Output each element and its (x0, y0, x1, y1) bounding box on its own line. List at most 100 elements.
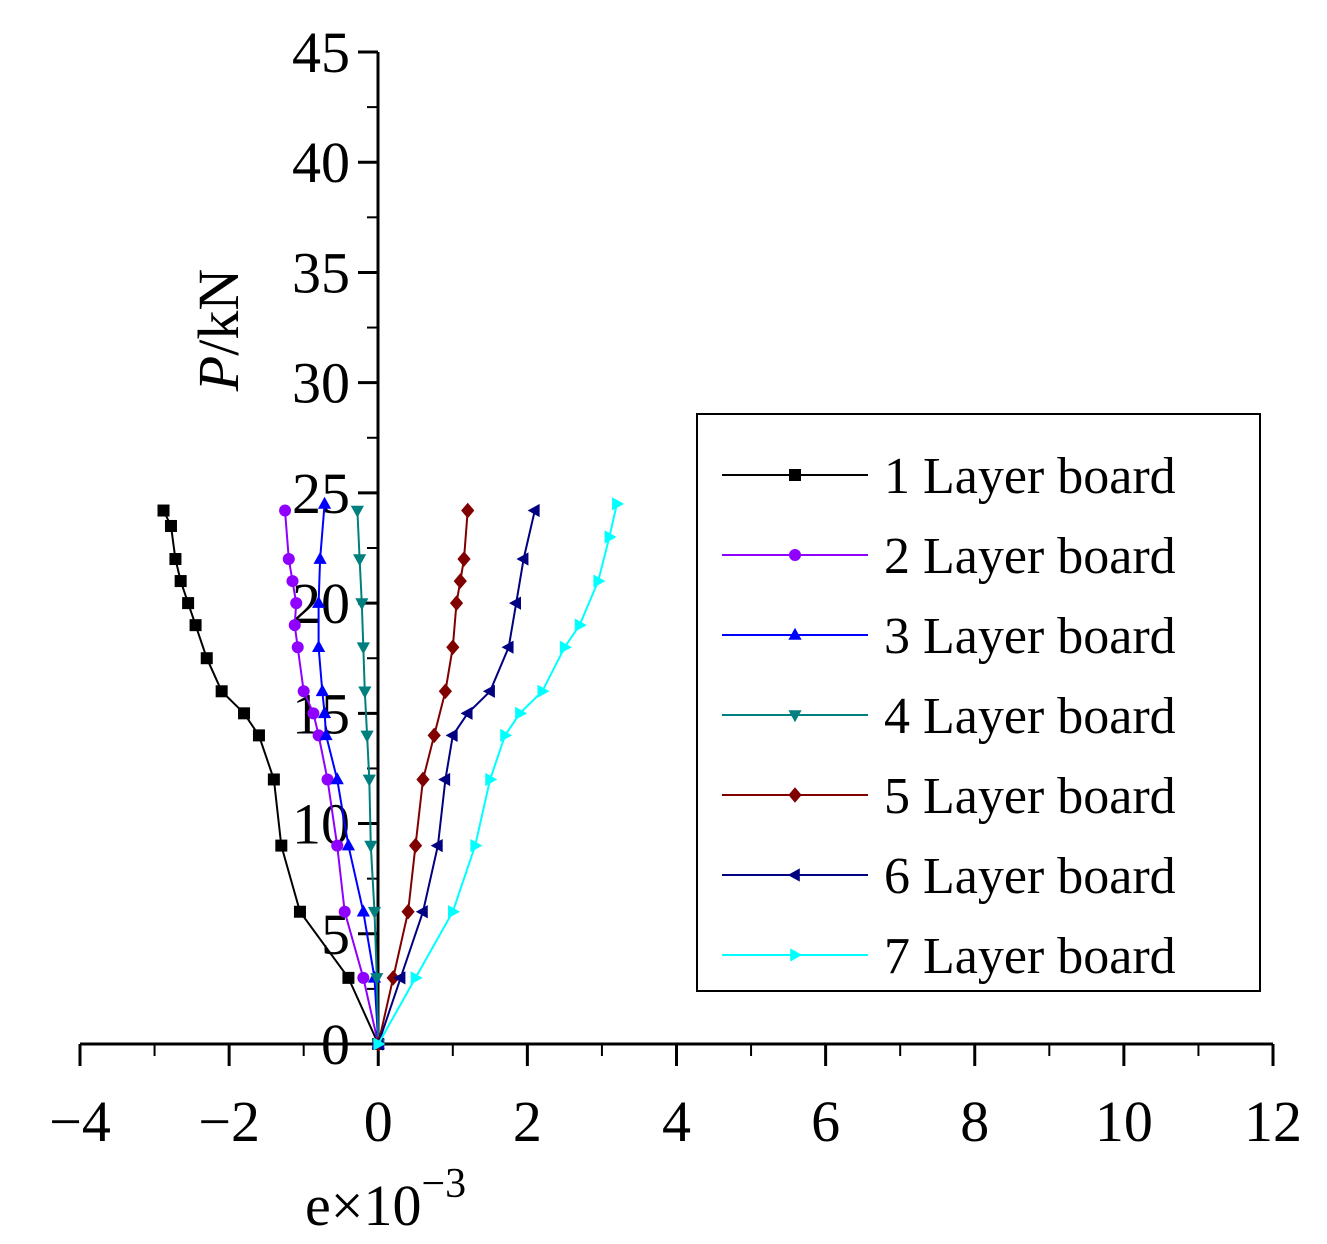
legend-label: 1 Layer board (884, 448, 1176, 505)
data-point (341, 838, 356, 851)
data-point (386, 970, 400, 986)
data-point (317, 496, 332, 509)
legend-swatch-marker (789, 549, 801, 561)
data-point (317, 706, 332, 719)
data-point (182, 597, 195, 610)
legend-swatch-marker (789, 469, 801, 481)
data-point (449, 595, 464, 611)
data-point (164, 519, 177, 532)
legend-label: 5 Layer board (884, 768, 1176, 825)
data-point (415, 905, 428, 919)
data-point (338, 905, 351, 918)
data-point (364, 840, 378, 853)
series-6 (371, 503, 540, 1051)
x-tick-label: 8 (960, 1089, 989, 1154)
data-point (288, 619, 301, 632)
legend-label: 6 Layer board (884, 848, 1176, 905)
legend-swatch-marker (788, 627, 802, 640)
data-point (293, 905, 306, 918)
data-point (275, 839, 288, 852)
legend-box (696, 413, 1261, 992)
data-point (356, 642, 370, 655)
legend-swatch-marker (790, 948, 803, 962)
data-point (307, 707, 320, 720)
y-axis-title-rest: /kN (186, 269, 251, 356)
data-point (331, 839, 344, 852)
y-tick-label: 30 (292, 351, 350, 416)
x-axis-title-exponent: −3 (421, 1161, 466, 1207)
data-point (279, 504, 292, 517)
legend-item-1: 1 Layer board (722, 448, 1176, 505)
legend-swatch-marker (787, 868, 800, 882)
data-point (445, 728, 458, 742)
x-axis-title: e×10−3 (305, 1161, 466, 1238)
data-point (358, 686, 372, 699)
data-point (360, 730, 374, 743)
y-axis-title: P/kN (186, 269, 251, 392)
data-point (315, 684, 329, 697)
x-tick-label: 2 (513, 1089, 542, 1154)
data-point (319, 728, 333, 741)
data-point (593, 574, 606, 588)
legend-item-2: 2 Layer board (722, 528, 1176, 585)
series-line (317, 503, 380, 1045)
data-point (453, 573, 467, 589)
y-tick-label: 45 (292, 20, 350, 85)
y-tick-label: 25 (292, 461, 350, 526)
series-4 (350, 505, 385, 1052)
data-point (438, 772, 451, 787)
legend-item-6: 6 Layer board (722, 848, 1176, 905)
data-point (252, 729, 265, 742)
x-axis-title-base: e×10 (305, 1173, 421, 1238)
y-axis-title-italic: P (186, 356, 251, 392)
data-point (559, 640, 572, 654)
x-tick-label: 0 (364, 1089, 393, 1154)
data-point (537, 684, 550, 698)
series-line (377, 510, 536, 1045)
data-point (430, 839, 443, 853)
data-point (157, 504, 170, 517)
x-tick-label: −4 (49, 1089, 111, 1154)
data-point (330, 772, 344, 785)
data-point (508, 596, 521, 610)
data-point (416, 771, 430, 788)
data-point (291, 641, 304, 654)
data-point (461, 502, 475, 519)
data-point (574, 618, 587, 632)
x-tick-label: 10 (1095, 1089, 1153, 1154)
data-point (370, 973, 384, 986)
data-point (282, 553, 295, 566)
data-point (438, 683, 452, 700)
legend-item-5: 5 Layer board (722, 768, 1176, 825)
data-point (312, 640, 326, 652)
data-point (373, 1037, 386, 1051)
legend-label: 3 Layer board (884, 608, 1176, 665)
data-point (470, 839, 483, 853)
data-point (174, 575, 187, 588)
data-point (357, 971, 370, 984)
legend-label: 7 Layer board (884, 928, 1176, 985)
legend-label: 2 Layer board (884, 528, 1176, 585)
x-tick-label: −2 (198, 1089, 260, 1154)
data-point (169, 553, 182, 566)
data-point (312, 595, 326, 608)
data-point (286, 575, 299, 588)
data-point (321, 773, 334, 786)
data-point (501, 640, 514, 654)
data-point (350, 505, 364, 518)
series-5 (371, 502, 475, 1052)
legend-item-3: 3 Layer board (722, 608, 1176, 665)
y-tick-label: 0 (321, 1012, 350, 1077)
data-point (215, 685, 228, 698)
legend-item-7: 7 Layer board (722, 928, 1176, 985)
data-point (500, 728, 513, 742)
data-point (482, 684, 495, 698)
plot-area (157, 496, 625, 1052)
data-point (448, 905, 461, 919)
data-point (408, 837, 423, 854)
data-point (367, 906, 382, 919)
data-point (313, 551, 327, 564)
data-point (189, 619, 202, 632)
data-point (290, 597, 303, 610)
